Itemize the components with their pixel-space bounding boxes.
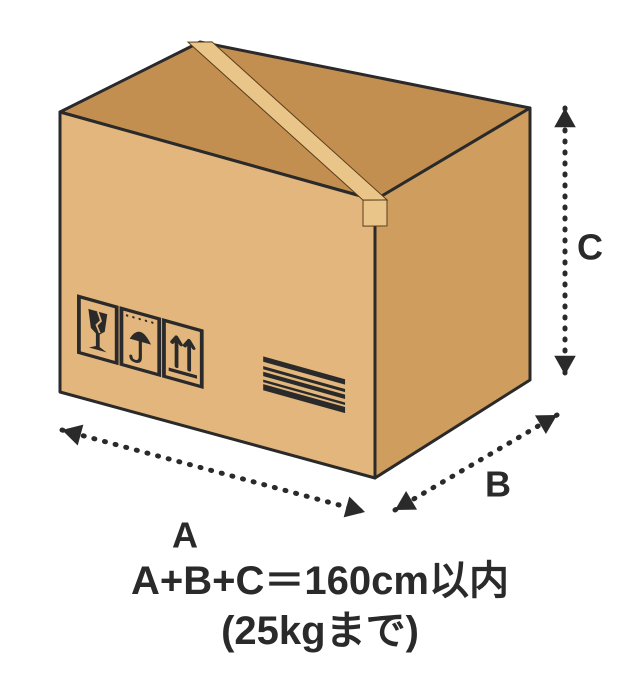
box-svg: A B C	[0, 0, 640, 560]
svg-text:C: C	[577, 227, 603, 268]
caption-line1: A+B+C＝160cm以内	[0, 556, 640, 606]
caption: A+B+C＝160cm以内 (25kgまで)	[0, 556, 640, 656]
svg-text:B: B	[485, 464, 511, 505]
svg-text:A: A	[172, 515, 198, 556]
caption-line2: (25kgまで)	[0, 606, 640, 656]
